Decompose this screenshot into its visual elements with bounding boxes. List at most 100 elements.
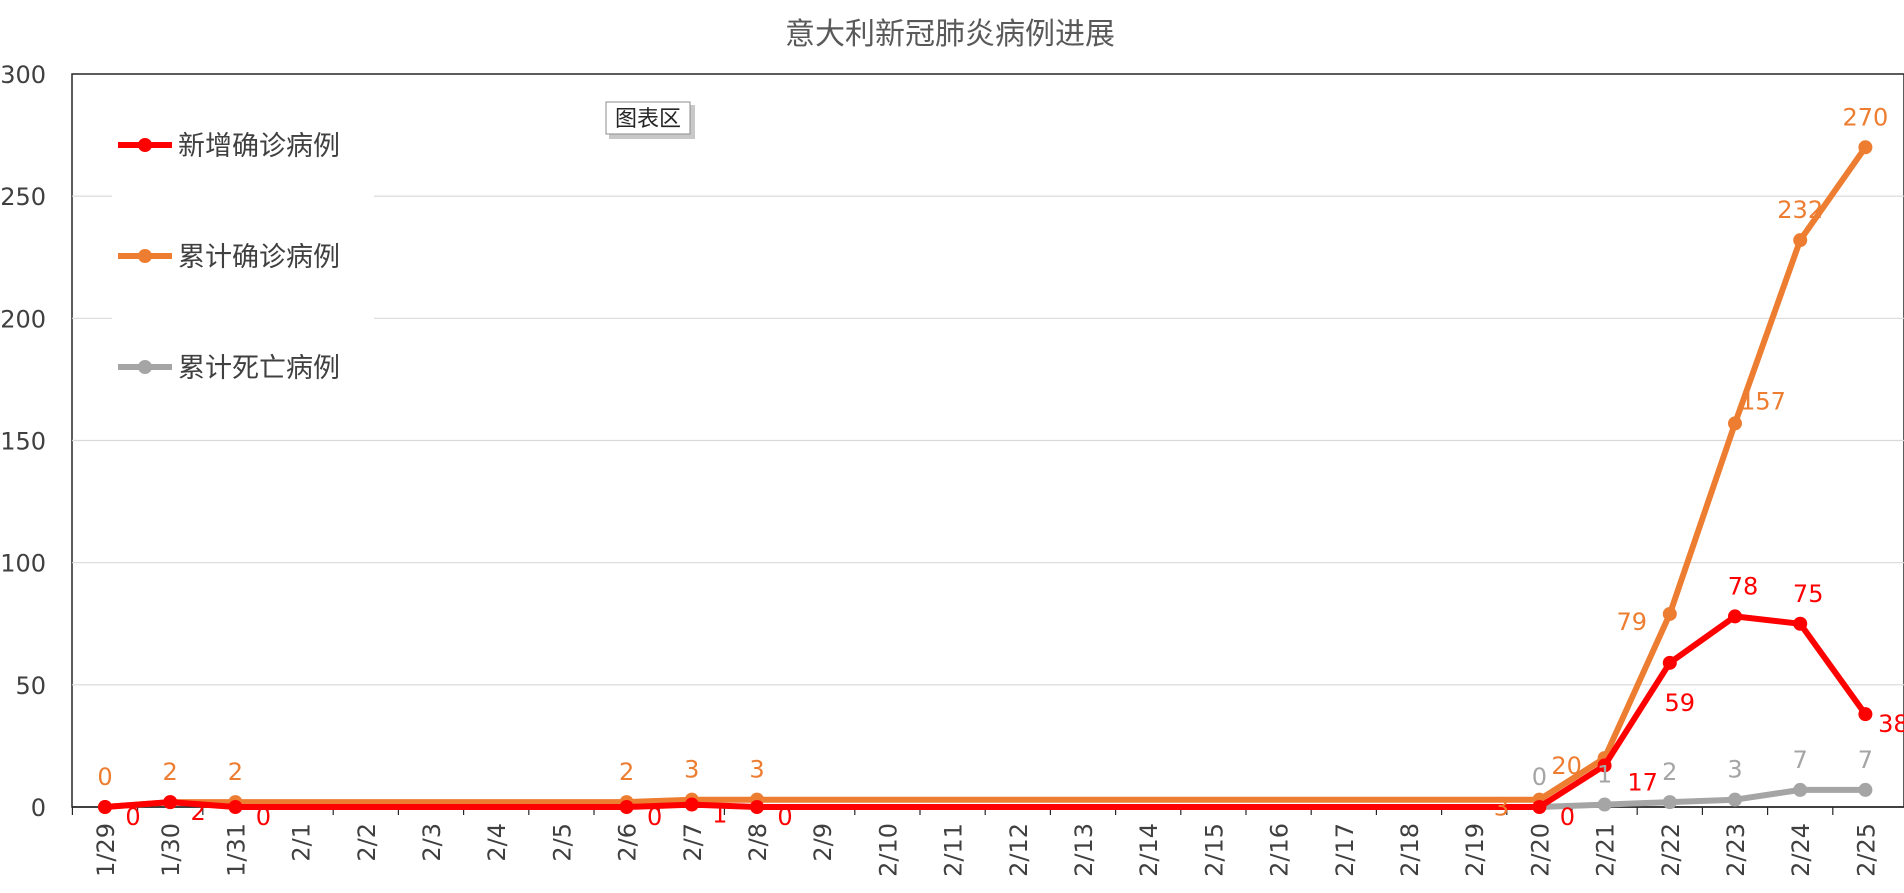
data-label: 0 (1532, 763, 1547, 791)
x-tick-label: 2/10 (874, 823, 902, 877)
data-label: 232 (1777, 196, 1823, 224)
data-label: 78 (1728, 572, 1759, 600)
data-point (750, 800, 764, 814)
data-label: 3 (684, 756, 699, 784)
x-tick-label: 2/5 (548, 823, 576, 862)
x-tick-label: 1/29 (92, 823, 120, 877)
x-tick-label: 1/30 (157, 823, 185, 877)
x-tick-label: 2/18 (1396, 823, 1424, 877)
x-tick-label: 2/3 (418, 823, 446, 862)
data-label: 0 (1560, 803, 1575, 831)
data-label: 7 (1858, 746, 1873, 774)
data-label: 0 (777, 803, 792, 831)
data-point (1728, 609, 1742, 624)
data-point (619, 800, 634, 814)
data-label: 59 (1665, 689, 1696, 717)
y-tick-label: 50 (15, 672, 46, 700)
legend-marker (138, 249, 152, 263)
chart-title: 意大利新冠肺炎病例进展 (785, 17, 1115, 52)
data-point (1597, 758, 1612, 773)
data-point (684, 797, 699, 812)
y-tick-label: 300 (0, 61, 46, 89)
x-tick-label: 2/4 (483, 823, 511, 862)
data-point (163, 795, 178, 810)
x-tick-label: 2/25 (1852, 823, 1880, 877)
data-label: 157 (1740, 387, 1786, 415)
x-tick-label: 2/1 (288, 823, 316, 862)
data-label: 0 (647, 803, 662, 831)
data-label: 2 (163, 758, 178, 786)
data-point (1662, 795, 1677, 810)
x-tick-label: 2/14 (1135, 823, 1163, 877)
x-tick-label: 2/12 (1005, 823, 1033, 877)
y-tick-label: 200 (0, 305, 46, 333)
y-tick-label: 250 (0, 183, 46, 211)
x-tick-label: 2/8 (744, 823, 772, 862)
legend-label: 累计死亡病例 (178, 353, 340, 384)
data-label: 1 (712, 801, 727, 829)
x-tick-label: 2/15 (1200, 823, 1228, 877)
legend-background (112, 104, 374, 394)
data-point (1728, 416, 1742, 431)
data-label: 7 (1793, 746, 1808, 774)
data-label: 38 (1878, 710, 1904, 738)
data-point (1793, 616, 1808, 631)
data-point (1793, 782, 1808, 797)
chart-area-tag-text: 图表区 (615, 107, 681, 132)
x-tick-label: 2/24 (1787, 823, 1815, 877)
data-label: 79 (1617, 608, 1648, 636)
data-point (98, 800, 112, 814)
data-label: 2 (191, 798, 206, 826)
x-tick-label: 2/22 (1657, 823, 1685, 877)
gridlines (72, 195, 1904, 686)
data-label: 270 (1842, 103, 1888, 131)
data-point (1728, 792, 1742, 807)
data-label: 3 (1727, 756, 1742, 784)
data-label: 2 (228, 758, 243, 786)
x-tick-label: 2/21 (1592, 823, 1620, 877)
legend-marker (138, 138, 152, 152)
chart-area-tag: 图表区 (605, 101, 695, 139)
series-line-0 (104, 613, 1868, 810)
data-label: 2 (1662, 758, 1677, 786)
x-tick-label: 2/6 (614, 823, 642, 862)
data-point (1793, 233, 1808, 248)
data-label: 17 (1627, 768, 1658, 796)
data-point (1858, 140, 1873, 155)
data-point (1662, 655, 1677, 670)
data-label: 0 (125, 803, 140, 831)
series-layer (98, 140, 1873, 814)
data-point (1858, 782, 1873, 797)
y-tick-label: 0 (31, 794, 46, 822)
data-point (1662, 606, 1677, 621)
data-label: 3 (1494, 794, 1509, 822)
x-tick-label: 2/23 (1722, 823, 1750, 877)
data-label: 2 (619, 758, 634, 786)
x-tick-label: 2/19 (1461, 823, 1489, 877)
x-tick-label: 2/9 (809, 823, 837, 862)
data-label: 3 (749, 756, 764, 784)
x-tick-label: 2/16 (1266, 823, 1294, 877)
x-tick-label: 2/2 (353, 823, 381, 862)
x-tick-label: 2/13 (1070, 823, 1098, 877)
x-tick-label: 1/31 (222, 823, 250, 877)
x-axis-ticks: 1/29 1/30 1/31 2/1 2/2 2/3 2/4 2/5 2/6 2/7 2/8 2/9 2… (71, 806, 1904, 877)
data-label: 0 (256, 803, 271, 831)
data-label: 1 (1597, 761, 1612, 789)
data-label: 20 (1551, 752, 1582, 780)
y-axis-ticks: 0 50 100 150 200 250 300 (0, 61, 46, 822)
x-tick-label: 2/11 (940, 823, 968, 877)
data-point (1532, 800, 1547, 814)
data-label: 0 (97, 763, 112, 791)
x-tick-label: 2/7 (679, 823, 707, 862)
legend-label: 新增确诊病例 (178, 131, 340, 162)
legend-label: 累计确诊病例 (178, 242, 340, 273)
data-point (228, 800, 243, 814)
data-point (1858, 707, 1873, 722)
y-tick-label: 100 (0, 550, 46, 578)
y-tick-label: 150 (0, 428, 46, 456)
x-tick-label: 2/20 (1526, 823, 1554, 877)
